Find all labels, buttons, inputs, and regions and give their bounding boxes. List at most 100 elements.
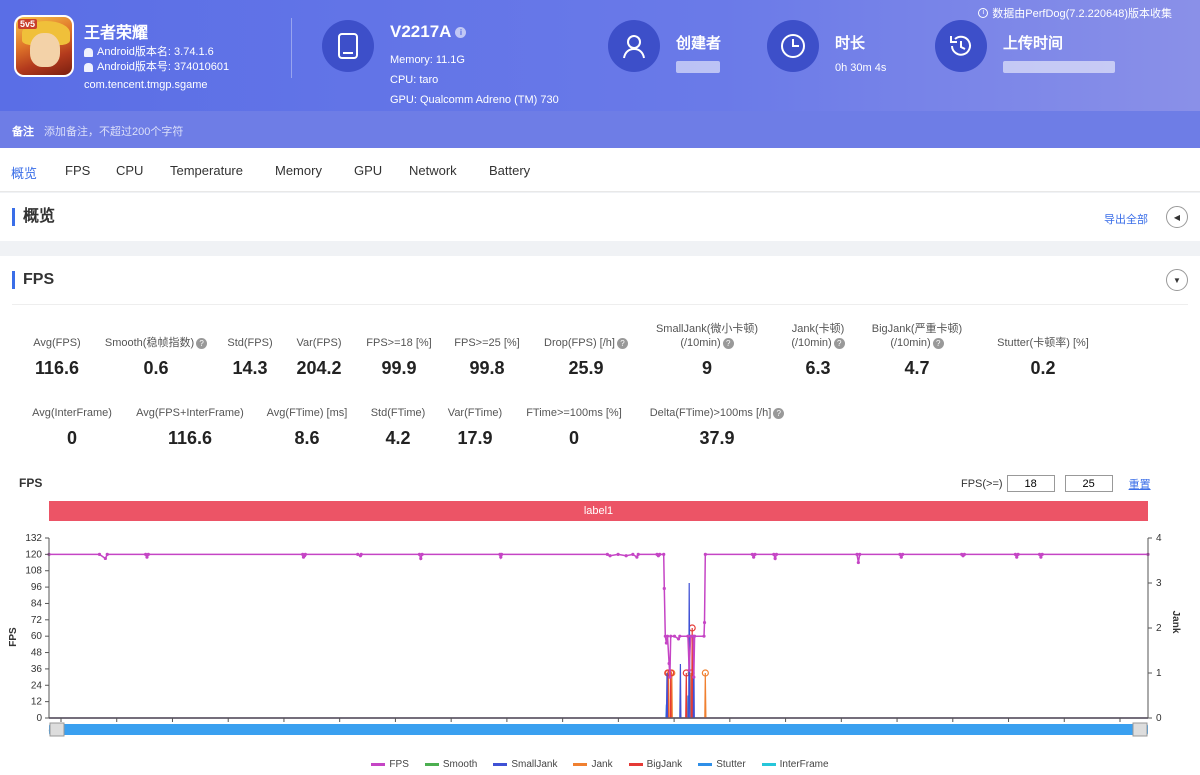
duration-value: 0h 30m 4s [835, 62, 887, 74]
metric-fps-ge18: FPS>=18 [%] 99.9 [366, 337, 432, 378]
note-label: 备注 [12, 126, 34, 138]
device-memory: Memory: 11.1G [390, 54, 465, 66]
fps-point [901, 552, 905, 556]
legend-swatch [424, 763, 439, 766]
y2-axis-label: Jank [1170, 611, 1181, 634]
legend-item-fps[interactable]: FPS [371, 759, 409, 770]
threshold-input-2[interactable] [1064, 475, 1113, 492]
tab-gpu[interactable]: GPU [354, 163, 383, 178]
slider-handle-right[interactable] [1132, 722, 1148, 737]
metric-stutter: Stutter(卡顿率) [%] 0.2 [997, 337, 1089, 378]
reset-link[interactable]: 重置 [1128, 478, 1151, 491]
y-tick-label: 84 [31, 598, 43, 609]
fps-point [702, 634, 706, 638]
legend-item-stutter[interactable]: Stutter [698, 759, 746, 770]
help-icon[interactable]: ? [196, 337, 208, 349]
upload-value-redacted [1003, 61, 1115, 73]
y2-tick-label: 1 [1156, 668, 1162, 679]
help-icon[interactable]: ? [773, 407, 785, 419]
metric-avg-ftime: Avg(FTime) [ms] 8.6 [266, 407, 348, 448]
fps-point [499, 552, 504, 556]
fps-point [605, 552, 609, 556]
history-icon [935, 20, 987, 72]
fps-point [858, 552, 862, 556]
note-bar: 备注 添加备注，不超过200个字符 [0, 111, 1200, 148]
fps-panel: FPS ▼ Avg(FPS) 116.6 Smooth(稳帧指数)? 0.6 Std… [0, 256, 1200, 775]
fps-point [499, 555, 503, 559]
time-range-slider[interactable] [49, 724, 1148, 735]
tab-fps[interactable]: FPS [65, 163, 91, 178]
legend-item-jank[interactable]: Jank [573, 759, 613, 770]
y-tick-label: 24 [31, 680, 43, 691]
help-icon[interactable]: ? [932, 337, 944, 349]
fps-point [686, 634, 690, 638]
y-tick-label: 0 [36, 713, 42, 724]
tab-battery[interactable]: Battery [489, 163, 531, 178]
help-icon[interactable]: ? [722, 337, 734, 349]
fps-point [750, 552, 754, 556]
fps-point [678, 634, 682, 638]
threshold-input-1[interactable] [1006, 475, 1055, 492]
help-icon[interactable]: ? [833, 337, 845, 349]
series-bigjank [49, 627, 1148, 719]
tab-network[interactable]: Network [409, 163, 457, 178]
fps-point [616, 552, 620, 556]
collapse-down-icon[interactable]: ▼ [1166, 269, 1188, 291]
metric-small-jank: SmallJank(微小卡顿) (/10min)? 9 [655, 323, 759, 378]
app-version-name: Android版本名: 3.74.1.6 [97, 46, 214, 58]
fps-point [624, 554, 628, 558]
fps-point [658, 552, 662, 556]
fps-point [144, 552, 148, 556]
metric-std-fps: Std(FPS) 14.3 [227, 337, 273, 378]
slider-handle-left[interactable] [49, 722, 65, 737]
chart-title: FPS [19, 476, 43, 490]
tab-overview[interactable]: 概览 [11, 166, 38, 181]
fps-point [631, 552, 635, 556]
tab-memory[interactable]: Memory [275, 163, 322, 178]
legend-item-smalljank[interactable]: SmallJank [493, 759, 557, 770]
legend-item-interframe[interactable]: InterFrame [761, 759, 829, 770]
note-input[interactable]: 添加备注，不超过200个字符 [44, 126, 184, 138]
app-icon: 5v5 [14, 15, 74, 77]
label-bar[interactable]: label1 [49, 501, 1148, 521]
legend-swatch [371, 763, 386, 766]
fps-point [356, 552, 360, 556]
clock-icon [767, 20, 819, 72]
metric-var-fps: Var(FPS) 204.2 [296, 337, 342, 378]
tab-cpu[interactable]: CPU [116, 163, 144, 178]
y-tick-label: 96 [31, 582, 43, 593]
fps-point [105, 552, 109, 556]
fps-chart[interactable]: 012243648607284961081201320123400:0001:3… [0, 530, 1200, 770]
fps-point [688, 634, 693, 638]
fps-point [667, 661, 671, 666]
fps-point [97, 552, 102, 556]
export-all-link[interactable]: 导出全部 [1104, 214, 1148, 226]
legend-item-smooth[interactable]: Smooth [424, 759, 477, 770]
collapse-left-icon[interactable]: ◀ [1166, 206, 1188, 228]
fps-point [303, 552, 307, 556]
tab-temperature[interactable]: Temperature [170, 163, 243, 178]
fps-point [962, 552, 966, 556]
chart-legend: FPS Smooth SmallJank Jank BigJank Stutter Inte… [0, 759, 1200, 770]
help-icon[interactable]: ? [616, 337, 628, 349]
fps-point [898, 552, 902, 556]
metric-std-ftime: Std(FTime) 4.2 [370, 407, 426, 448]
legend-label: SmallJank [511, 759, 558, 770]
device-model: V2217A [390, 22, 452, 41]
fps-threshold-controls: FPS(>=) 重置 [961, 475, 1151, 492]
fps-point [103, 556, 107, 561]
metric-ftime-ge100: FTime>=100ms [%] 0 [526, 407, 622, 448]
jank-marker [664, 669, 672, 677]
legend-item-bigjank[interactable]: BigJank [628, 759, 682, 770]
fps-point [145, 555, 149, 559]
overview-panel: 概览 导出全部 ◀ [0, 193, 1200, 241]
fps-point [668, 675, 672, 679]
series-stutter [49, 695, 1148, 719]
fps-point [753, 552, 757, 556]
metric-avg-fps: Avg(FPS) 116.6 [33, 337, 81, 378]
metric-jank: Jank(卡顿) (/10min)? 6.3 [791, 323, 845, 378]
info-icon[interactable]: i [455, 26, 467, 38]
fps-point [693, 634, 697, 638]
metric-var-ftime: Var(FTime) 17.9 [447, 407, 503, 448]
legend-swatch [493, 763, 508, 766]
